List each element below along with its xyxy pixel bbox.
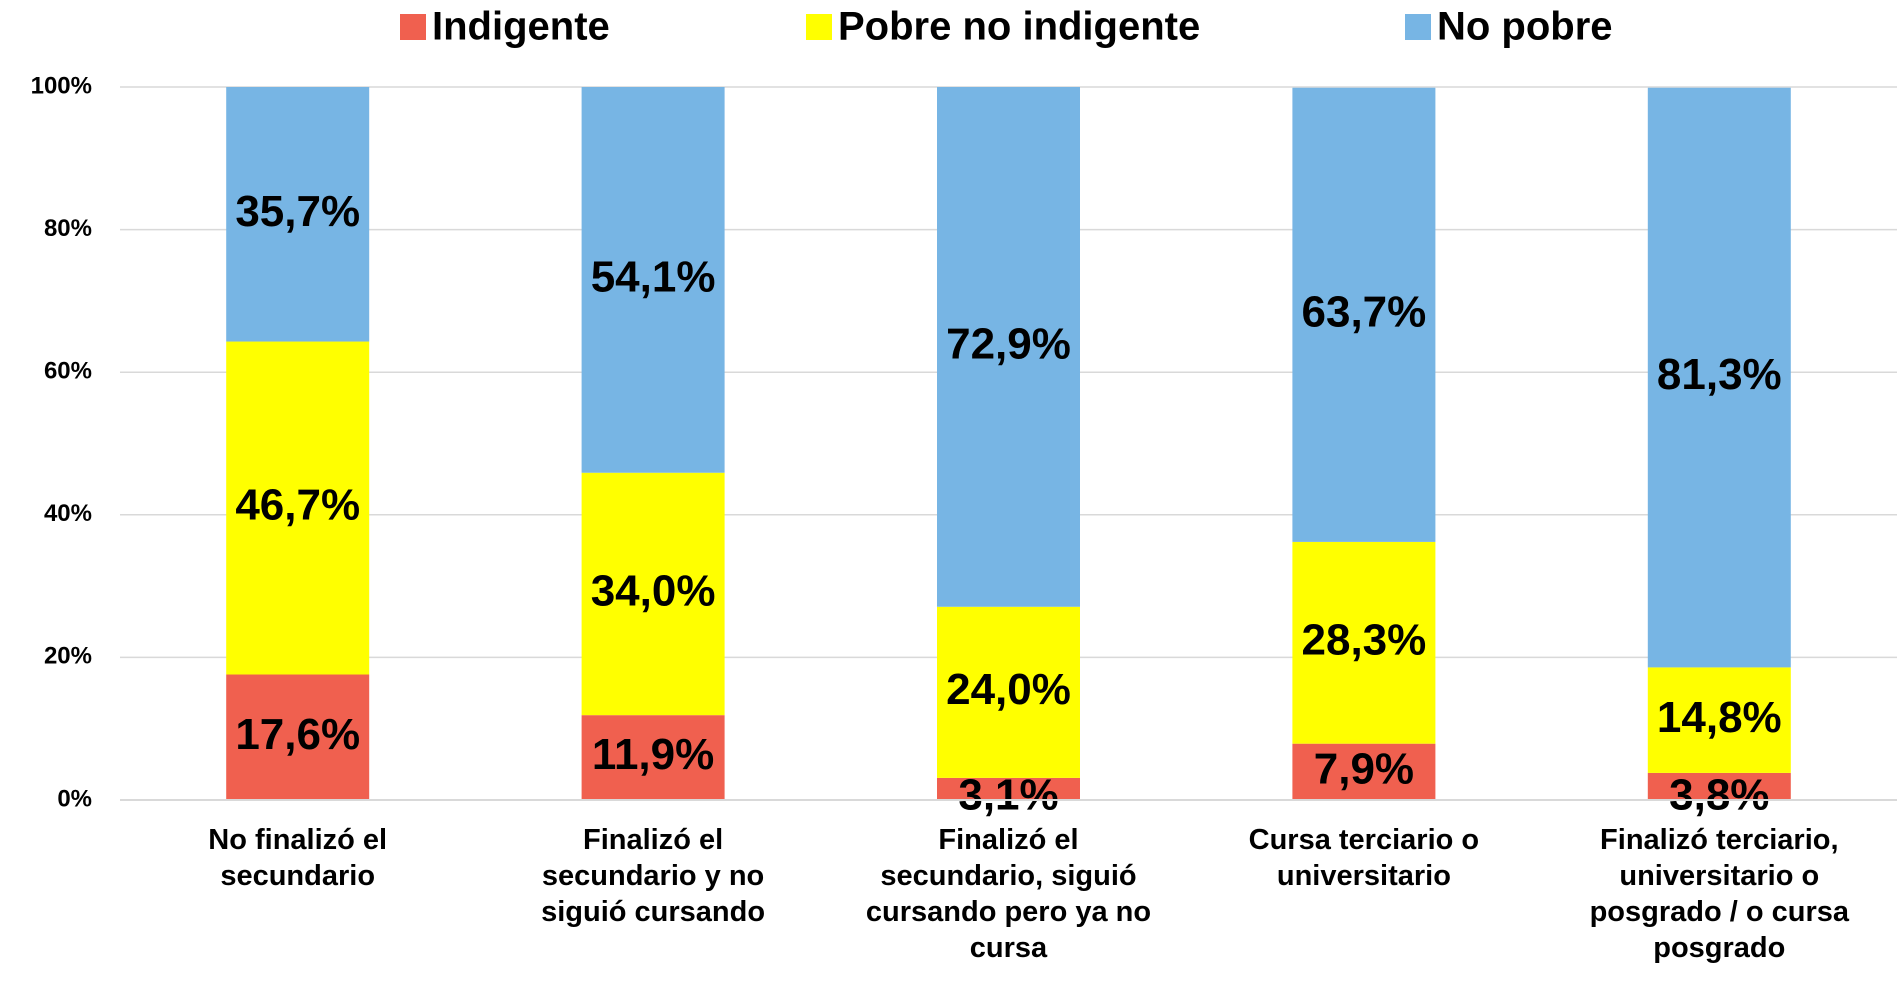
legend-label: No pobre — [1437, 5, 1613, 49]
bar-segment — [937, 777, 1080, 800]
bar-segment — [937, 606, 1080, 778]
legend-swatch — [1405, 14, 1431, 40]
y-tick-label: 40% — [44, 500, 92, 527]
data-label: 3,1% — [958, 771, 1058, 820]
bar-segment — [226, 341, 370, 675]
bar-segment — [581, 472, 725, 716]
legend-label: Pobre no indigente — [838, 5, 1200, 49]
x-tick-label: Finalizó el secundario y no siguió cursa… — [541, 824, 766, 928]
bar-segment — [1292, 743, 1436, 800]
legend-swatch — [806, 14, 832, 40]
bar-segment — [1292, 87, 1436, 542]
bar-segment — [1647, 772, 1791, 800]
data-label: 46,7% — [235, 481, 360, 530]
bar-segment — [581, 87, 725, 473]
y-tick-label: 80% — [44, 215, 92, 242]
data-label: 28,3% — [1302, 615, 1427, 664]
x-tick-label: No finalizó el secundario — [208, 824, 388, 892]
data-label: 35,7% — [235, 187, 360, 236]
data-label: 72,9% — [946, 320, 1071, 369]
legend-label: Indigente — [432, 5, 610, 49]
bar-segment — [581, 715, 725, 800]
bar-segment — [1647, 87, 1791, 668]
data-label: 81,3% — [1657, 350, 1782, 399]
y-tick-label: 0% — [57, 785, 92, 812]
y-tick-label: 60% — [44, 358, 92, 385]
y-tick-label: 20% — [44, 643, 92, 670]
bar-segment — [1647, 667, 1791, 773]
data-label: 54,1% — [591, 252, 716, 301]
x-tick-label: Finalizó el secundario, siguió cursando … — [865, 824, 1152, 964]
data-label: 7,9% — [1314, 744, 1414, 793]
legend-swatch — [400, 14, 426, 40]
data-label: 3,8% — [1669, 771, 1769, 820]
bar-segment — [226, 87, 370, 342]
x-tick-label: Finalizó terciario, universitario o posg… — [1589, 824, 1850, 964]
y-tick-label: 100% — [31, 72, 92, 99]
data-label: 14,8% — [1657, 693, 1782, 742]
bar-segment — [1292, 541, 1436, 744]
data-label: 17,6% — [235, 710, 360, 759]
x-tick-label: Cursa terciario o universitario — [1248, 824, 1480, 892]
bar-segment — [226, 674, 370, 800]
data-label: 11,9% — [592, 730, 714, 779]
data-label: 34,0% — [591, 567, 716, 616]
data-label: 24,0% — [946, 665, 1071, 714]
bar-segment — [937, 87, 1080, 607]
data-label: 63,7% — [1302, 287, 1427, 336]
